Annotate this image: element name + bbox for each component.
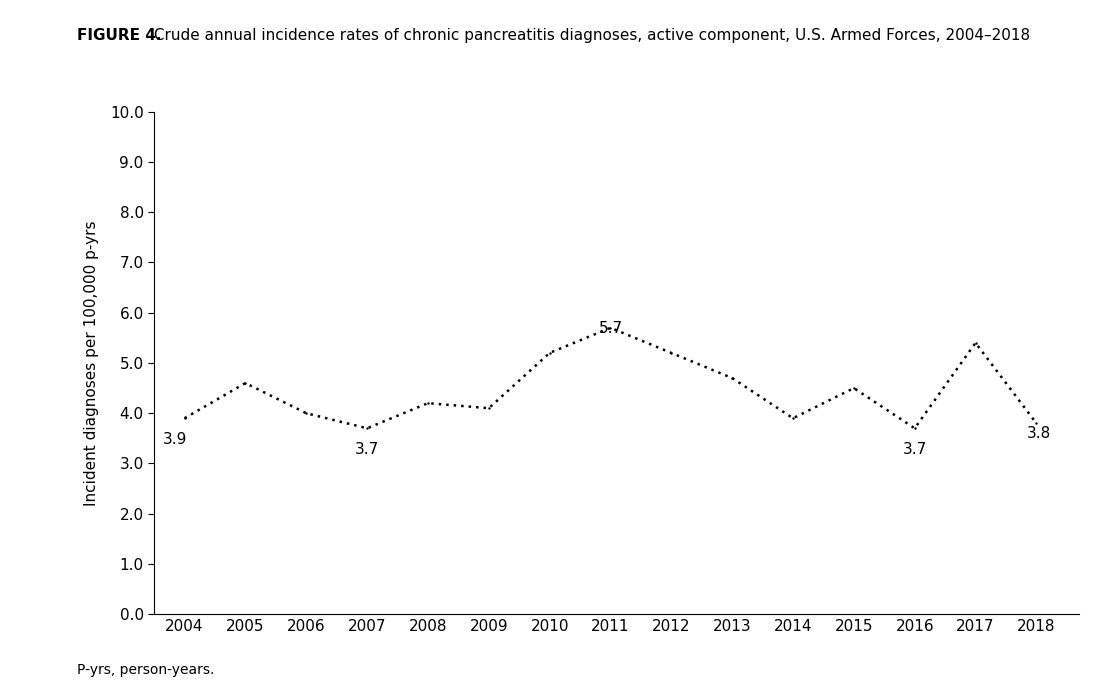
Text: 5.7: 5.7 [599,321,622,336]
Text: 3.8: 3.8 [1027,426,1051,440]
Text: 3.7: 3.7 [355,443,379,457]
Text: FIGURE 4.: FIGURE 4. [77,28,162,43]
Text: 3.9: 3.9 [163,432,187,447]
Y-axis label: Incident diagnoses per 100,000 p-yrs: Incident diagnoses per 100,000 p-yrs [84,220,99,506]
Text: Crude annual incidence rates of chronic pancreatitis diagnoses, active component: Crude annual incidence rates of chronic … [149,28,1029,43]
Text: P-yrs, person-years.: P-yrs, person-years. [77,663,215,677]
Text: 3.7: 3.7 [903,443,927,457]
